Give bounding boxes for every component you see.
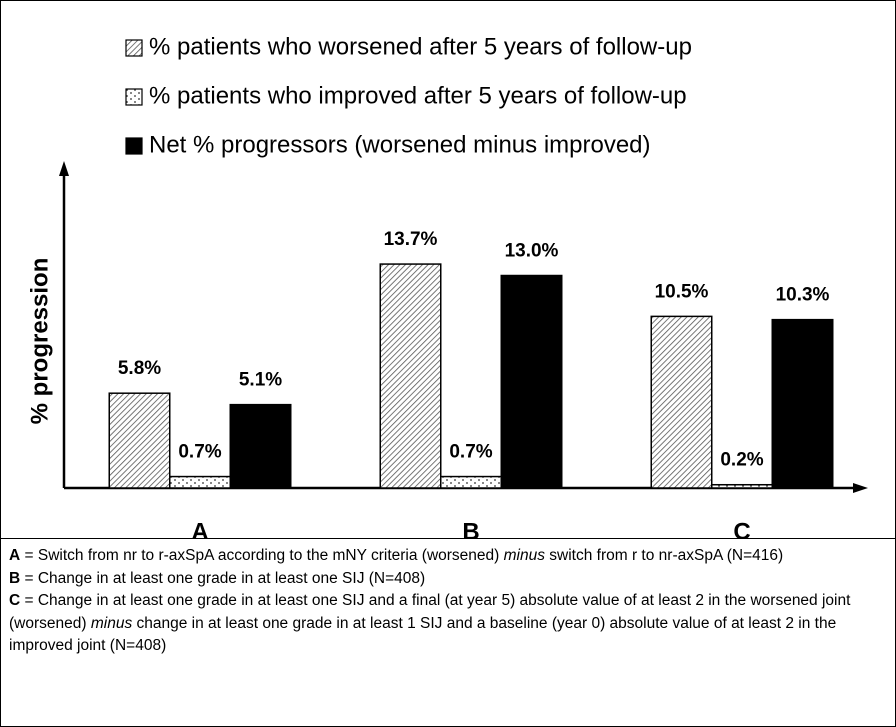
value-label: 13.7% xyxy=(384,229,438,250)
value-label: 13.0% xyxy=(505,241,559,262)
y-axis-label: % progression xyxy=(26,258,53,425)
bar xyxy=(379,263,442,489)
caption-key: B xyxy=(9,569,21,587)
x-axis-arrow xyxy=(853,483,868,493)
value-label: 5.1% xyxy=(239,370,282,391)
legend-swatch xyxy=(125,88,143,106)
value-label: 5.8% xyxy=(118,358,161,379)
caption-item: C = Change in at least one grade in at l… xyxy=(9,590,887,658)
legend-label: Net % progressors (worsened minus improv… xyxy=(149,131,651,158)
bar xyxy=(500,274,563,489)
value-label: 10.3% xyxy=(776,285,830,306)
bar xyxy=(440,475,502,489)
value-label: 0.7% xyxy=(178,442,221,463)
caption: A = Switch from nr to r-axSpA according … xyxy=(1,538,895,726)
bar xyxy=(650,315,713,489)
value-label: 0.2% xyxy=(720,450,763,471)
bar xyxy=(169,475,231,489)
y-axis-arrow xyxy=(59,161,69,176)
caption-item: B = Change in at least one grade in at l… xyxy=(9,568,887,591)
caption-text: change in at least one grade in at least… xyxy=(9,614,837,655)
caption-item: A = Switch from nr to r-axSpA according … xyxy=(9,545,887,568)
bar xyxy=(229,403,292,489)
caption-key: C xyxy=(9,592,21,609)
value-label: 0.7% xyxy=(449,442,492,463)
caption-text: = Change in at least one grade in at lea… xyxy=(20,569,426,587)
legend-label: % patients who worsened after 5 years of… xyxy=(149,33,692,60)
caption-text: = Change in at least one grade in at lea… xyxy=(9,592,851,632)
bar xyxy=(771,318,834,489)
legend-swatch xyxy=(125,39,143,57)
chart: % progression % patients who worsened af… xyxy=(26,33,868,545)
caption-emphasis: minus xyxy=(90,614,133,632)
bar xyxy=(108,392,171,489)
x-tick-label: B xyxy=(462,518,479,538)
caption-emphasis: minus xyxy=(503,547,545,564)
caption-text: switch from r to nr-axSpA (N=416) xyxy=(544,547,784,564)
legend-label: % patients who improved after 5 years of… xyxy=(149,82,687,109)
value-label: 10.5% xyxy=(655,281,709,302)
x-tick-label: C xyxy=(733,518,750,538)
x-tick-label: A xyxy=(191,518,208,538)
caption-text: = Switch from nr to r-axSpA according to… xyxy=(20,547,504,564)
caption-key: A xyxy=(9,547,21,564)
legend-swatch xyxy=(125,137,143,155)
bar xyxy=(711,483,773,489)
